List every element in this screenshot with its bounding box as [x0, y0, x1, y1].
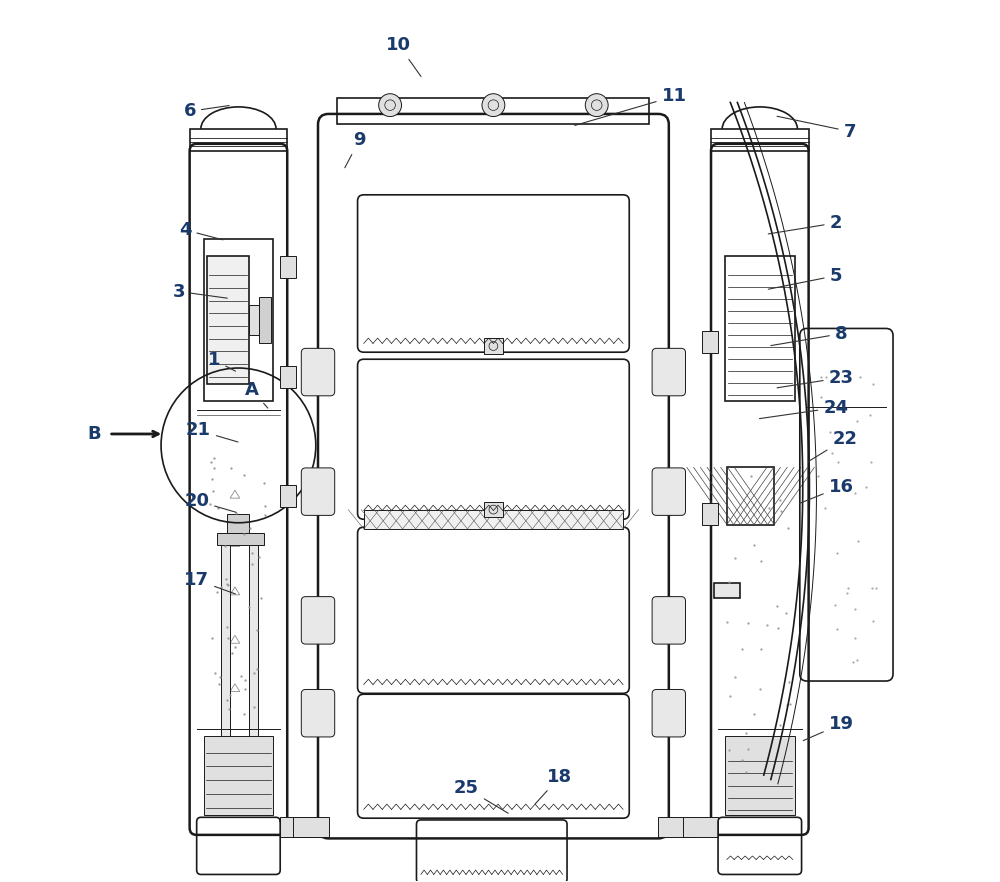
Circle shape — [305, 703, 326, 724]
Text: 3: 3 — [173, 282, 227, 301]
Text: 8: 8 — [771, 325, 847, 346]
Text: 18: 18 — [535, 768, 572, 804]
Bar — [293, 818, 329, 837]
Bar — [280, 818, 315, 837]
Bar — [190, 129, 287, 151]
FancyBboxPatch shape — [652, 596, 686, 644]
Bar — [249, 534, 258, 740]
Circle shape — [661, 362, 682, 383]
FancyBboxPatch shape — [301, 596, 335, 644]
Bar — [727, 467, 774, 525]
Text: 16: 16 — [800, 478, 854, 504]
Text: 24: 24 — [759, 399, 848, 419]
Circle shape — [585, 93, 608, 116]
Text: 4: 4 — [179, 221, 223, 240]
Text: 21: 21 — [186, 422, 238, 442]
Bar — [280, 366, 296, 388]
Text: 23: 23 — [777, 369, 854, 388]
Bar — [227, 514, 249, 534]
Text: 2: 2 — [768, 214, 842, 234]
FancyBboxPatch shape — [301, 468, 335, 515]
Text: 22: 22 — [808, 430, 857, 461]
Circle shape — [661, 481, 682, 502]
Circle shape — [661, 609, 682, 631]
Bar — [221, 534, 230, 740]
Bar — [702, 503, 718, 525]
Circle shape — [305, 481, 326, 502]
Text: 11: 11 — [575, 87, 687, 125]
Bar — [725, 257, 795, 401]
FancyBboxPatch shape — [652, 348, 686, 396]
Bar — [217, 534, 264, 545]
Bar — [204, 239, 273, 401]
Text: 19: 19 — [803, 715, 854, 741]
Bar — [280, 485, 296, 507]
Circle shape — [661, 703, 682, 724]
Bar — [259, 297, 271, 343]
FancyBboxPatch shape — [652, 468, 686, 515]
Bar — [204, 736, 273, 815]
Bar — [702, 331, 718, 353]
Text: 10: 10 — [386, 36, 421, 77]
Bar — [714, 583, 740, 597]
Bar — [683, 818, 718, 837]
FancyBboxPatch shape — [301, 348, 335, 396]
Bar — [711, 129, 809, 151]
Text: 7: 7 — [777, 116, 856, 140]
Bar — [725, 736, 795, 815]
FancyBboxPatch shape — [652, 690, 686, 737]
Text: 5: 5 — [768, 266, 842, 289]
Circle shape — [305, 609, 326, 631]
Circle shape — [482, 93, 505, 116]
Bar — [484, 502, 503, 518]
Text: B: B — [87, 425, 101, 443]
Text: 6: 6 — [183, 102, 229, 120]
Text: 17: 17 — [184, 571, 235, 594]
Text: 20: 20 — [184, 492, 236, 512]
Bar — [280, 257, 296, 279]
Text: 9: 9 — [345, 131, 366, 168]
Bar — [337, 98, 649, 124]
FancyBboxPatch shape — [301, 690, 335, 737]
Bar — [484, 338, 503, 354]
Text: A: A — [245, 381, 268, 408]
Circle shape — [379, 93, 402, 116]
Bar — [207, 257, 249, 384]
Circle shape — [305, 362, 326, 383]
Text: 25: 25 — [454, 780, 508, 813]
Text: 1: 1 — [208, 351, 236, 371]
Bar — [364, 510, 623, 529]
Bar — [658, 818, 693, 837]
Bar — [249, 305, 259, 335]
